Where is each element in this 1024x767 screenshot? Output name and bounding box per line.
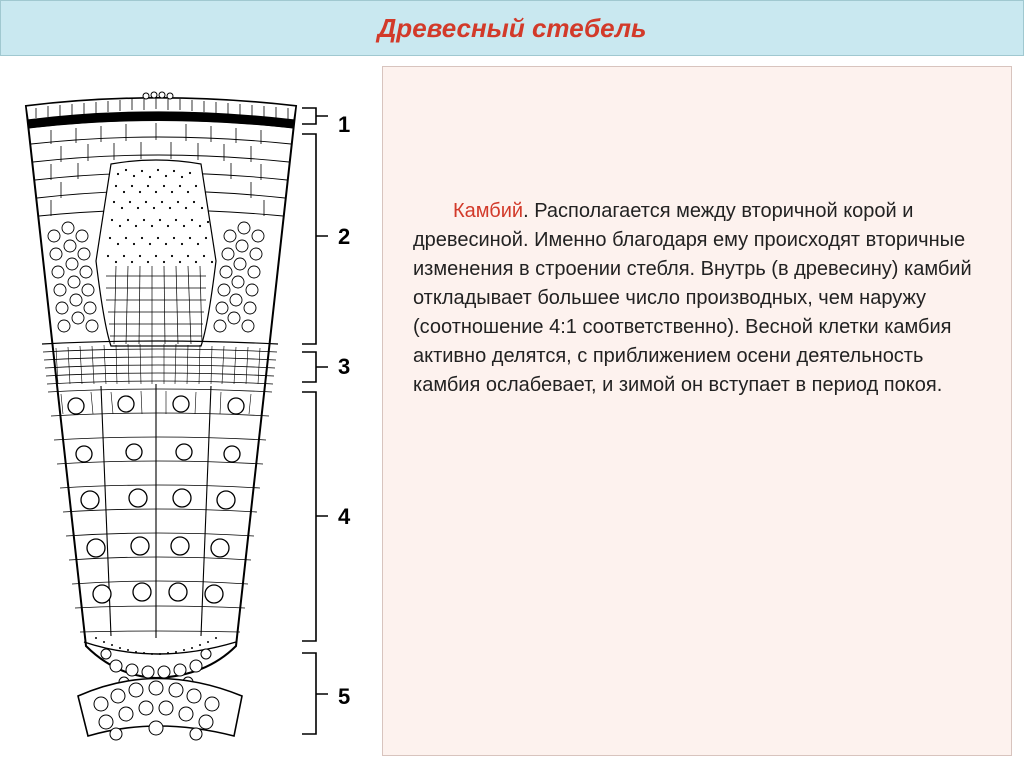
diagram-label-5: 5 [338, 684, 350, 709]
text-column: Камбий. Располагается между вторичной ко… [370, 56, 1024, 766]
lead-word: Камбий [453, 200, 523, 222]
body-paragraph: Камбий. Располагается между вторичной ко… [413, 197, 981, 400]
page-title: Древесный стебель [378, 13, 647, 44]
text-panel: Камбий. Располагается между вторичной ко… [382, 66, 1012, 756]
diagram-label-2: 2 [338, 224, 350, 249]
diagram-label-4: 4 [338, 504, 351, 529]
title-bar: Древесный стебель [0, 0, 1024, 56]
label-leaders [302, 108, 328, 734]
pith-lower [78, 679, 242, 741]
diagram-column: 1 2 3 4 5 [0, 56, 370, 766]
diagram-label-1: 1 [338, 112, 350, 137]
diagram-label-3: 3 [338, 354, 350, 379]
stem-cross-section-diagram: 1 2 3 4 5 [6, 86, 361, 746]
body-text: . Располагается между вторичной корой и … [413, 200, 972, 396]
label-numbers: 1 2 3 4 5 [338, 112, 351, 709]
content-row: 1 2 3 4 5 Камбий. Располагается между вторич… [0, 56, 1024, 766]
